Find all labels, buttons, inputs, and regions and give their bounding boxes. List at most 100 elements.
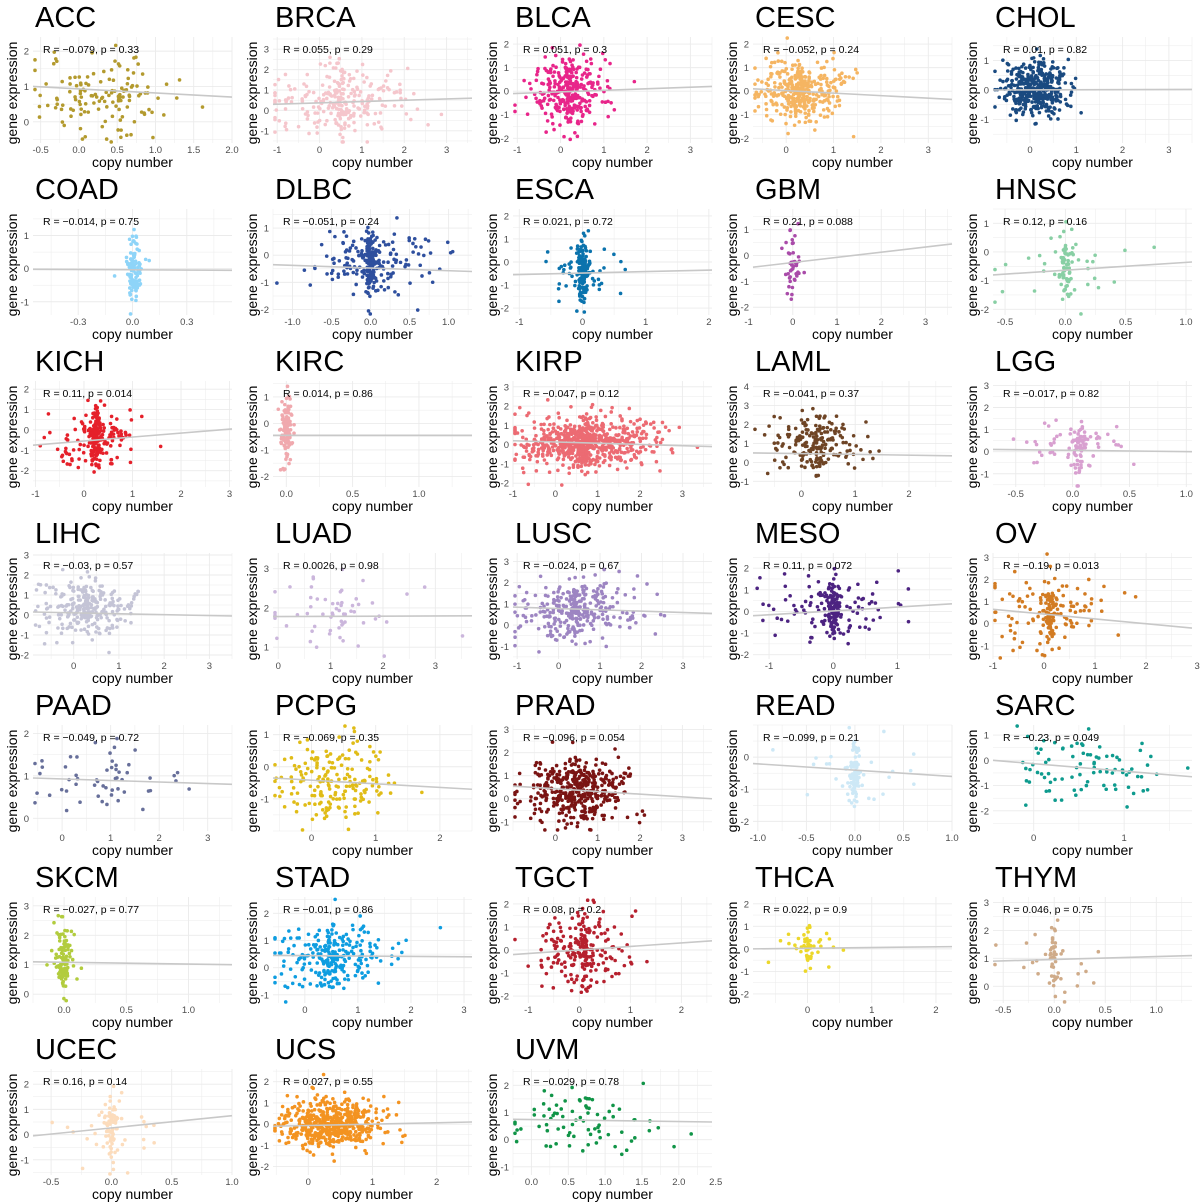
data-point	[568, 432, 572, 436]
data-point	[92, 72, 96, 76]
data-point	[317, 97, 321, 101]
data-point	[828, 634, 832, 638]
data-point	[559, 620, 563, 624]
data-point	[787, 285, 791, 289]
data-point	[133, 252, 137, 256]
data-point	[565, 419, 569, 423]
data-point	[828, 586, 832, 590]
data-point	[522, 471, 526, 475]
data-point	[596, 587, 600, 591]
data-point	[525, 591, 529, 595]
data-point	[136, 62, 140, 66]
data-point	[755, 91, 759, 95]
data-point	[1089, 435, 1093, 439]
data-point	[820, 432, 824, 436]
data-point	[331, 106, 335, 110]
data-point	[583, 262, 587, 266]
data-point	[1047, 106, 1051, 110]
data-point	[1070, 251, 1074, 255]
data-point	[588, 640, 592, 644]
data-point	[283, 403, 287, 407]
y-tick-label: 1	[744, 225, 749, 236]
data-point	[655, 593, 659, 597]
data-point	[571, 82, 575, 86]
data-point	[837, 430, 841, 434]
data-point	[342, 88, 346, 92]
data-point	[1041, 98, 1045, 102]
data-point	[127, 603, 131, 607]
x-tick-label: -1	[31, 489, 39, 500]
data-point	[311, 575, 315, 579]
data-point	[328, 75, 332, 79]
data-point	[132, 255, 136, 259]
data-point	[409, 118, 413, 122]
data-point	[128, 408, 132, 412]
data-point	[90, 638, 94, 642]
data-point	[286, 424, 290, 428]
data-point	[576, 260, 580, 264]
data-point	[128, 286, 132, 290]
data-point	[805, 95, 809, 99]
data-point	[1048, 95, 1052, 99]
data-point	[526, 112, 530, 116]
data-point	[52, 62, 56, 66]
data-point	[546, 594, 550, 598]
x-axis-label: copy number	[92, 326, 173, 342]
data-point	[616, 439, 620, 443]
data-point	[567, 449, 571, 453]
data-point	[379, 285, 383, 289]
data-point	[1074, 471, 1078, 475]
data-point	[371, 286, 375, 290]
data-point	[559, 624, 563, 628]
data-point	[348, 73, 352, 77]
data-point	[284, 452, 288, 456]
data-point	[1020, 65, 1024, 69]
data-point	[133, 120, 137, 124]
data-point	[87, 607, 91, 611]
data-point	[585, 109, 589, 113]
data-point	[605, 438, 609, 442]
data-point	[328, 632, 332, 636]
data-point	[1052, 66, 1056, 70]
data-point	[276, 407, 280, 411]
data-point	[66, 615, 70, 619]
data-point	[598, 456, 602, 460]
y-tick-label: -1	[21, 297, 29, 308]
data-point	[530, 619, 534, 623]
data-point	[1025, 440, 1029, 444]
y-tick-label: 2	[744, 40, 749, 51]
data-point	[321, 612, 325, 616]
data-point	[548, 611, 552, 615]
data-point	[641, 437, 645, 441]
data-point	[113, 274, 117, 278]
data-point	[77, 448, 81, 452]
data-point	[585, 60, 589, 64]
data-point	[863, 625, 867, 629]
data-point	[545, 417, 549, 421]
data-point	[574, 642, 578, 646]
data-point	[565, 111, 569, 115]
data-point	[652, 426, 656, 430]
data-point	[778, 75, 782, 79]
data-point	[567, 466, 571, 470]
data-point	[854, 68, 858, 72]
data-point	[1072, 463, 1076, 467]
data-point	[1068, 271, 1072, 275]
regression-line	[993, 262, 1192, 275]
data-point	[72, 586, 76, 590]
x-tick-label: -1	[513, 661, 521, 672]
data-point	[772, 441, 776, 445]
data-point	[1070, 82, 1074, 86]
data-point	[604, 415, 608, 419]
y-axis-label: gene expression	[244, 42, 260, 145]
data-point	[99, 616, 103, 620]
data-point	[609, 436, 613, 440]
data-point	[580, 265, 584, 269]
data-point	[100, 97, 104, 101]
data-point	[1011, 107, 1015, 111]
y-tick-label: 2	[504, 578, 509, 589]
data-point	[126, 82, 130, 86]
data-point	[313, 111, 317, 115]
data-point	[567, 262, 571, 266]
data-point	[553, 85, 557, 89]
